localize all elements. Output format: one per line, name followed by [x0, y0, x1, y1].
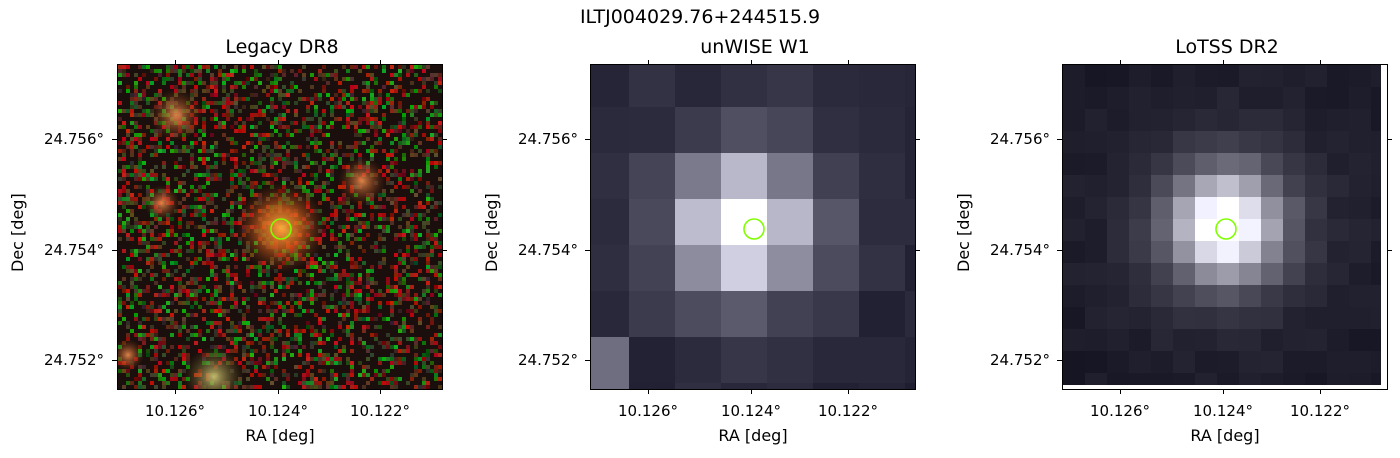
source-marker-circle	[1215, 218, 1237, 240]
ytick-label: 24.754°	[990, 241, 1050, 259]
x-axis-label: RA [deg]	[718, 426, 788, 445]
y-axis-label: Dec [deg]	[482, 193, 501, 272]
source-marker-circle	[743, 218, 765, 240]
panel-title: unWISE W1	[700, 36, 810, 58]
ytick-label: 24.756°	[990, 130, 1050, 148]
xtick-label: 10.122°	[818, 402, 878, 420]
image-lotss-dr2	[1062, 64, 1388, 390]
xtick-label: 10.124°	[248, 402, 308, 420]
image-unwise-w1	[590, 64, 916, 390]
x-axis-label: RA [deg]	[1190, 426, 1260, 445]
xtick-label: 10.122°	[350, 402, 410, 420]
panel-lotss-dr2: LoTSS DR2	[1057, 0, 1392, 458]
ytick-label: 24.754°	[518, 241, 578, 259]
ytick-label: 24.752°	[518, 351, 578, 369]
xtick-label: 10.126°	[618, 402, 678, 420]
xtick-label: 10.124°	[721, 402, 781, 420]
panel-title: Legacy DR8	[225, 36, 339, 58]
xtick-label: 10.122°	[1290, 402, 1350, 420]
image-legacy-dr8	[117, 64, 443, 390]
figure-title: ILTJ004029.76+244515.9	[579, 6, 821, 28]
ytick-label: 24.752°	[990, 351, 1050, 369]
ytick-label: 24.756°	[44, 130, 104, 148]
y-axis-label: Dec [deg]	[954, 193, 973, 272]
x-axis-label: RA [deg]	[245, 426, 315, 445]
source-marker-circle	[270, 218, 292, 240]
y-axis-label: Dec [deg]	[8, 193, 27, 272]
xtick-label: 10.124°	[1193, 402, 1253, 420]
panel-unwise-w1: unWISE W1	[585, 0, 920, 458]
panel-title: LoTSS DR2	[1175, 36, 1279, 58]
xtick-label: 10.126°	[145, 402, 205, 420]
ytick-label: 24.752°	[44, 351, 104, 369]
panel-legacy-dr8: Legacy DR8	[112, 0, 447, 458]
ytick-label: 24.756°	[518, 130, 578, 148]
xtick-label: 10.126°	[1090, 402, 1150, 420]
ytick-label: 24.754°	[44, 241, 104, 259]
